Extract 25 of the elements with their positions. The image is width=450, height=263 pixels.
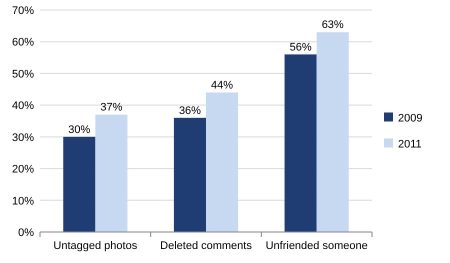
y-tick-label: 50% (12, 68, 34, 80)
x-tick-label: Unfriended someone (266, 240, 368, 252)
bar (284, 54, 317, 232)
data-label: 56% (290, 41, 312, 54)
bar (316, 32, 349, 232)
bar (206, 92, 238, 232)
y-tick-label: 0% (18, 227, 34, 239)
bar (95, 114, 128, 232)
x-tick-label: Untagged photos (53, 240, 138, 252)
data-label: 36% (178, 104, 202, 117)
y-tick-label: 70% (12, 5, 34, 17)
x-tick-label: Deleted comments (160, 240, 252, 252)
bar (63, 136, 96, 232)
data-label: 44% (211, 79, 234, 92)
y-tick-label: 30% (12, 132, 34, 144)
legend-label: 2011 (398, 138, 422, 150)
data-label: 37% (100, 102, 123, 114)
bar (174, 118, 206, 232)
data-label: 30% (68, 124, 91, 136)
y-tick-label: 40% (12, 100, 34, 112)
legend-label: 2009 (398, 112, 422, 124)
y-tick-label: 60% (12, 36, 34, 49)
y-tick-label: 20% (12, 164, 34, 176)
y-tick-label: 10% (12, 195, 34, 208)
data-label: 63% (322, 19, 344, 32)
